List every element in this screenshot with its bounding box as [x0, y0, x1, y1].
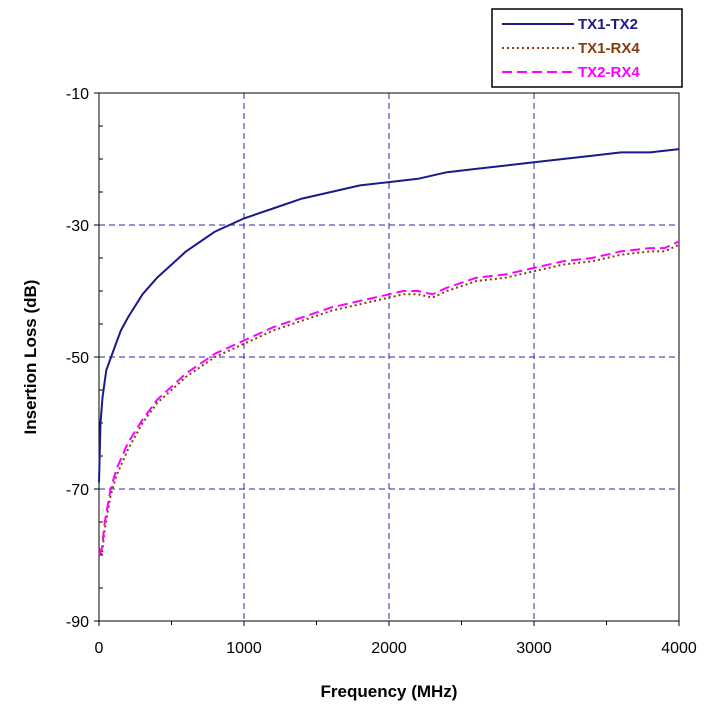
x-axis-ticks: 0 1000 2000 3000 4000 — [95, 621, 697, 657]
legend-box — [491, 8, 683, 88]
series-line-tx1-rx4 — [98, 243, 680, 556]
legend-label-tx1-rx4: TX1-RX4 — [578, 40, 640, 57]
x-tick-label: 1000 — [226, 640, 262, 657]
y-tick-label: -70 — [66, 482, 89, 499]
series-line-tx2-rx4 — [98, 240, 680, 556]
y-axis-title: Insertion Loss (dB) — [21, 280, 40, 435]
x-tick-label: 2000 — [371, 640, 407, 657]
series-layer — [98, 148, 680, 556]
y-tick-label: -90 — [66, 614, 89, 631]
x-tick-label: 0 — [95, 640, 104, 657]
y-axis-ticks: -10 -30 -50 -70 -90 — [66, 86, 103, 631]
y-tick-label: -50 — [66, 350, 89, 367]
x-tick-label: 4000 — [661, 640, 697, 657]
series-line-tx1-tx2 — [98, 148, 680, 483]
y-tick-label: -10 — [66, 86, 89, 103]
legend-label-tx2-rx4: TX2-RX4 — [578, 64, 640, 81]
x-axis-title: Frequency (MHz) — [321, 682, 458, 701]
y-tick-label: -30 — [66, 218, 89, 235]
legend: TX1-TX2 TX1-RX4 TX2-RX4 — [491, 8, 683, 88]
legend-label-tx1-tx2: TX1-TX2 — [578, 16, 638, 33]
grid-lines — [99, 93, 679, 621]
x-tick-label: 3000 — [516, 640, 552, 657]
